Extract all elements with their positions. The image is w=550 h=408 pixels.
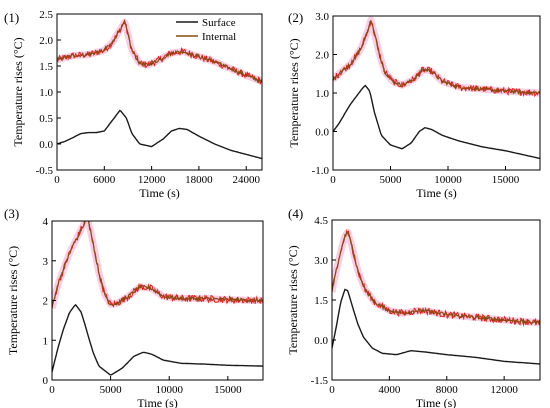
y-axis-label: Temperature rises (°C) [11, 37, 25, 146]
y-tick-label: 3.0 [314, 255, 328, 267]
y-tick-label: 4.5 [314, 215, 328, 227]
plot-series-group [332, 228, 540, 365]
y-tick-label: 0.0 [315, 127, 329, 139]
y-tick-label: 3 [43, 256, 49, 268]
x-tick-label: 10000 [155, 384, 183, 396]
y-tick-label: 1.0 [315, 88, 329, 100]
x-tick-label: 15000 [214, 384, 242, 396]
y-axis-label: Temperature rises (°C) [6, 246, 20, 355]
plot-series-group [52, 221, 263, 376]
x-tick-label: 12000 [138, 174, 166, 186]
panel-label: (2) [288, 10, 303, 25]
internal-noise-trace [52, 221, 263, 310]
y-tick-label: -0.5 [36, 165, 54, 177]
x-tick-label: 0 [329, 384, 335, 396]
y-tick-label: 2.5 [39, 9, 53, 21]
series-internal-line [57, 18, 262, 84]
x-tick-label: 10000 [434, 174, 462, 186]
y-tick-label: 1.5 [314, 295, 328, 307]
y-tick-label: 2.0 [315, 50, 329, 62]
y-tick-label: 1.0 [39, 87, 53, 99]
x-tick-label: 5000 [100, 384, 123, 396]
x-tick-label: 15000 [492, 174, 520, 186]
x-tick-label: 0 [330, 174, 336, 186]
internal-halo [332, 228, 540, 327]
y-tick-label: 0 [43, 375, 49, 387]
y-tick-label: 0.0 [314, 335, 328, 347]
x-axis-label: Time (s) [137, 396, 178, 408]
x-tick-label: 5000 [380, 174, 403, 186]
y-tick-label: 0.5 [39, 113, 53, 125]
internal-halo [333, 16, 540, 97]
y-tick-label: -1.0 [312, 165, 330, 177]
x-tick-label: 8000 [436, 384, 459, 396]
plot-frame [331, 219, 541, 381]
y-tick-label: 1.5 [39, 61, 53, 73]
y-tick-label: -1.5 [311, 375, 329, 387]
chart-panel-2: 0 5000 10000 15000 -1.0 0.0 1.0 2.0 3.0 Time (s) T… [287, 10, 541, 200]
legend-entry: Internal [202, 31, 236, 43]
panel-label: (1) [4, 10, 19, 25]
chart-panel-4: 0 4000 8000 12000 -1.5 0.0 1.5 3.0 4.5 Time (s) Te… [286, 206, 541, 408]
series-surface-line [52, 303, 263, 376]
y-tick-label: 3.0 [315, 11, 329, 23]
chart-panel-1: 0 6000 12000 18000 24000 -0.5 0.0 0.5 1.0 1.5 2.0 2… [4, 9, 263, 200]
series-surface-line [57, 109, 262, 160]
x-tick-label: 18000 [185, 174, 213, 186]
series-internal-line [333, 19, 540, 96]
x-tick-label: 0 [49, 384, 55, 396]
series-surface-line [333, 84, 540, 160]
y-tick-label: 0.0 [39, 139, 53, 151]
x-axis-label: Time (s) [416, 186, 457, 200]
x-tick-label: 12000 [490, 384, 518, 396]
x-tick-label: 0 [54, 174, 60, 186]
series-internal-line [52, 221, 263, 309]
x-tick-label: 24000 [232, 174, 260, 186]
internal-halo [52, 221, 263, 310]
plot-series-group [57, 18, 262, 160]
y-axis-label: Temperature rises (°C) [286, 245, 300, 354]
series-internal-line [332, 231, 540, 326]
legend-entry: Surface [202, 17, 236, 29]
plot-series-group [333, 16, 540, 160]
y-tick-label: 2.0 [39, 35, 53, 47]
chart-panel-3: 0 5000 10000 15000 0 1 2 3 4 Time (s) Temperature … [4, 206, 264, 408]
panel-label: (4) [288, 206, 303, 221]
x-axis-label: Time (s) [139, 186, 180, 200]
panel-label: (3) [4, 206, 19, 221]
y-tick-label: 2 [43, 296, 49, 308]
x-tick-label: 4000 [378, 384, 401, 396]
y-tick-label: 1 [43, 335, 49, 347]
x-axis-label: Time (s) [416, 396, 457, 408]
y-tick-label: 4 [43, 216, 49, 228]
y-axis-label: Temperature rises (°C) [287, 38, 301, 147]
series-surface-line [332, 288, 540, 365]
x-tick-label: 6000 [93, 174, 116, 186]
